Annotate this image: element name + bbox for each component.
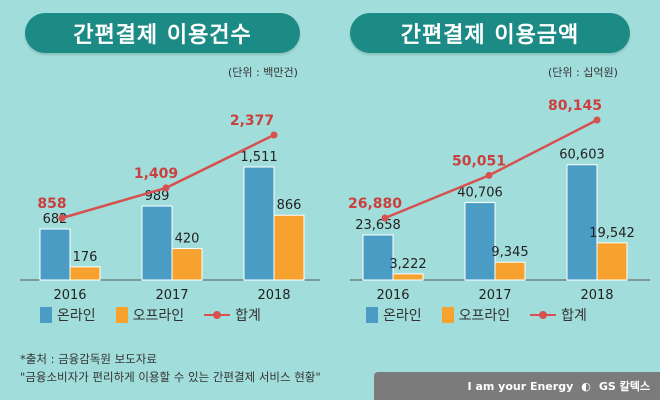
bar-offline-2017 [494, 261, 526, 281]
chart-amount: 23,658 3,222 2016 40,706 9,345 2017 60,603 19,5… [348, 98, 650, 303]
total-point-2017 [485, 171, 493, 179]
bar-label-offline: 866 [277, 198, 302, 213]
tick-label-2018: 2018 [257, 288, 290, 303]
total-label: 2,377 [230, 113, 274, 129]
chart-title-amount: 간편결제 이용금액 [350, 13, 630, 53]
source-line-2: "금융소비자가 편리하게 이용할 수 있는 간편결제 서비스 현황" [20, 370, 321, 384]
total-point-2018 [593, 116, 601, 124]
bar-label-offline: 420 [175, 232, 200, 247]
legend-amount: 온라인 오프라인 합계 [366, 305, 601, 325]
source-note: *출처 : 금융감독원 보도자료 "금융소비자가 편리하게 이용할 수 있는 간… [20, 350, 321, 386]
bar-online-2018 [566, 164, 598, 281]
total-label: 50,051 [452, 153, 506, 169]
legend-label: 온라인 [57, 308, 96, 324]
tick-label-2017: 2017 [478, 288, 511, 303]
bar-label-offline: 19,542 [589, 226, 635, 241]
unit-label-count: (단위 : 백만건) [228, 66, 298, 79]
legend-swatch-online [40, 307, 52, 323]
total-point-2016 [58, 214, 66, 222]
bar-offline-2017 [171, 248, 203, 281]
total-label: 80,145 [548, 98, 602, 114]
legend-label: 오프라인 [132, 308, 185, 324]
total-point-2018 [270, 131, 278, 139]
source-line-1: *출처 : 금융감독원 보도자료 [20, 352, 157, 366]
bar-label-offline: 3,222 [389, 257, 426, 272]
bar-online-2016 [362, 234, 394, 281]
bar-offline-2016 [69, 266, 101, 281]
brand-logo: I am your Energy ◐ GS 칼텍스 [374, 372, 660, 400]
logo-slogan: I am your Energy [467, 379, 574, 393]
chart-title-count: 간편결제 이용건수 [25, 13, 300, 53]
total-label: 1,409 [134, 166, 178, 182]
bar-label-offline: 176 [73, 250, 98, 265]
legend-label: 온라인 [383, 308, 422, 324]
legend-swatch-offline [115, 307, 128, 323]
legend-label: 오프라인 [458, 308, 511, 324]
bar-offline-2016 [392, 273, 424, 281]
gs-logo-icon: ◐ [581, 379, 591, 393]
bar-online-2017 [141, 205, 173, 281]
legend-swatch-online [366, 307, 378, 323]
total-label: 858 [37, 196, 66, 212]
tick-label-2018: 2018 [580, 288, 613, 303]
legend-count: 온라인 오프라인 합계 [40, 305, 275, 325]
bar-offline-2018 [273, 214, 305, 281]
total-label: 26,880 [348, 196, 402, 212]
legend-line-icon [530, 310, 557, 320]
total-point-2016 [381, 214, 389, 222]
legend-label: 합계 [235, 308, 261, 324]
chart-count: 682176201698942020171,51186620188581,409… [20, 113, 320, 303]
legend-line-icon [204, 310, 231, 320]
legend-label: 합계 [561, 308, 587, 324]
bar-online-2017 [464, 202, 496, 281]
tick-label-2017: 2017 [155, 288, 188, 303]
unit-label-amount: (단위 : 십억원) [548, 66, 618, 79]
bar-label-online: 60,603 [559, 148, 605, 163]
bar-label-offline: 9,345 [491, 245, 528, 260]
bar-offline-2018 [596, 242, 628, 281]
bar-label-online: 40,706 [457, 186, 503, 201]
total-point-2017 [162, 184, 170, 192]
bar-label-online: 23,658 [355, 218, 401, 233]
bar-online-2016 [39, 228, 71, 281]
logo-brand: GS 칼텍스 [598, 380, 650, 393]
tick-label-2016: 2016 [53, 288, 86, 303]
tick-label-2016: 2016 [376, 288, 409, 303]
bar-online-2018 [243, 166, 275, 281]
legend-swatch-offline [441, 307, 454, 323]
bar-label-online: 1,511 [240, 150, 277, 165]
